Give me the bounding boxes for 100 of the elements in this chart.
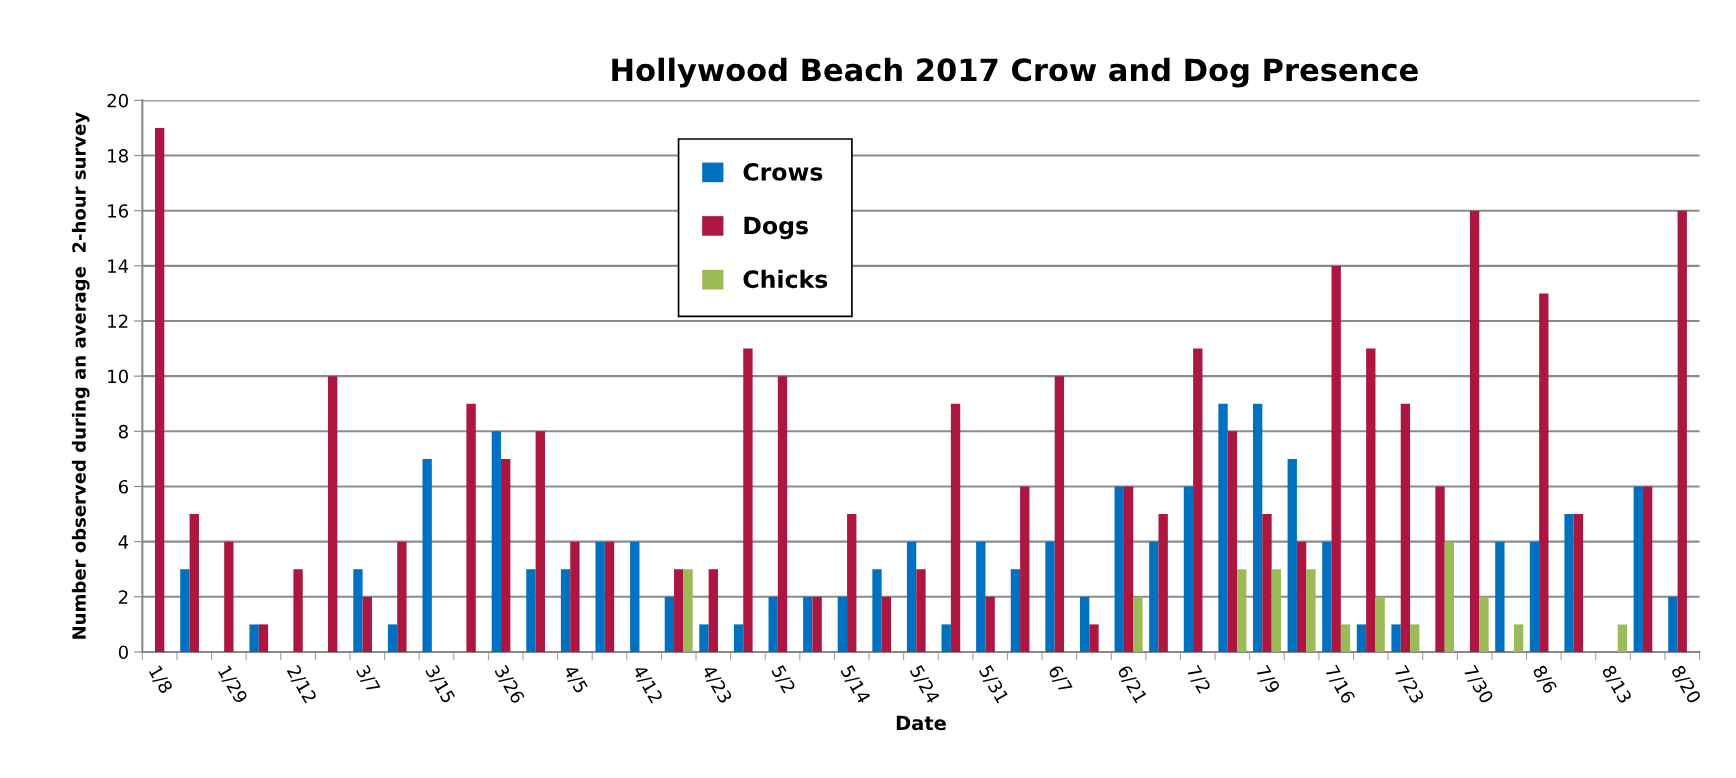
bar bbox=[595, 541, 605, 652]
bar bbox=[1479, 596, 1489, 652]
y-tick-label: 18 bbox=[108, 148, 128, 163]
bar bbox=[1020, 486, 1030, 652]
bar bbox=[293, 569, 303, 652]
bar bbox=[1133, 596, 1143, 652]
bar bbox=[743, 348, 753, 652]
bar bbox=[1252, 403, 1263, 652]
bar bbox=[1573, 514, 1584, 652]
bar bbox=[1410, 624, 1420, 652]
bar bbox=[422, 458, 432, 652]
bar bbox=[353, 569, 363, 652]
bar bbox=[812, 596, 822, 652]
y-tick-label: 14 bbox=[108, 259, 129, 273]
bar bbox=[249, 624, 259, 652]
bar bbox=[777, 376, 788, 652]
bar bbox=[1444, 541, 1455, 652]
bar bbox=[1079, 596, 1090, 652]
bar bbox=[1271, 569, 1282, 652]
bar bbox=[916, 569, 926, 652]
bar bbox=[733, 624, 744, 652]
bar bbox=[189, 514, 199, 652]
x-tick-label: 8/6 bbox=[1531, 664, 1558, 695]
y-tick-label: 20 bbox=[107, 93, 128, 108]
bar bbox=[224, 541, 234, 652]
bar bbox=[466, 403, 476, 652]
bar bbox=[1435, 486, 1445, 652]
bar bbox=[258, 624, 269, 652]
bar bbox=[1054, 376, 1065, 652]
bar bbox=[1513, 624, 1524, 652]
bar bbox=[1340, 624, 1351, 652]
bar bbox=[1158, 514, 1168, 652]
bar bbox=[1114, 486, 1124, 652]
bar bbox=[1539, 293, 1549, 652]
y-tick-label: 2 bbox=[118, 590, 128, 604]
bar bbox=[560, 569, 571, 652]
bar bbox=[1617, 624, 1628, 652]
bar bbox=[906, 541, 917, 652]
bar bbox=[328, 376, 338, 652]
bar bbox=[699, 624, 709, 652]
y-tick-label: 10 bbox=[108, 369, 128, 384]
bar bbox=[604, 541, 615, 652]
bar bbox=[950, 403, 961, 652]
bar bbox=[664, 596, 675, 652]
legend-label: Chicks bbox=[743, 269, 828, 289]
bar bbox=[526, 569, 536, 652]
bar bbox=[1400, 403, 1411, 652]
bar bbox=[1331, 265, 1341, 652]
bar bbox=[387, 624, 398, 652]
y-tick-label: 4 bbox=[118, 535, 129, 549]
bar bbox=[1306, 569, 1316, 652]
bar bbox=[674, 569, 684, 652]
bar bbox=[1564, 514, 1574, 652]
y-tick-label: 8 bbox=[118, 424, 128, 439]
bar bbox=[1183, 486, 1194, 652]
bar bbox=[683, 569, 693, 652]
bar bbox=[1633, 486, 1643, 652]
bar bbox=[1322, 541, 1332, 652]
bar bbox=[1375, 596, 1385, 652]
bar bbox=[1193, 348, 1203, 652]
bar bbox=[501, 458, 511, 652]
x-tick-label: 3/7 bbox=[354, 664, 381, 695]
x-tick-label: 6/7 bbox=[1046, 664, 1073, 695]
x-tick-label: 1/8 bbox=[147, 664, 174, 695]
chart-title: Hollywood Beach 2017 Crow and Dog Presence bbox=[612, 57, 1418, 88]
bar bbox=[1677, 210, 1687, 652]
bar bbox=[1262, 514, 1272, 652]
bar bbox=[1010, 569, 1021, 652]
bar bbox=[1237, 569, 1247, 652]
bar bbox=[1469, 210, 1480, 652]
x-tick-label: 7/2 bbox=[1185, 664, 1212, 695]
legend-label: Crows bbox=[743, 163, 823, 181]
bar bbox=[847, 514, 857, 652]
bar bbox=[1495, 541, 1505, 652]
bar bbox=[180, 569, 190, 652]
bar bbox=[1123, 486, 1134, 652]
x-tick-label: 4/5 bbox=[562, 664, 589, 695]
bar bbox=[1356, 624, 1367, 652]
bar bbox=[1529, 541, 1540, 652]
bar bbox=[941, 624, 951, 652]
x-axis-title: Date bbox=[896, 715, 946, 731]
bar bbox=[1642, 486, 1653, 652]
y-tick-label: 6 bbox=[118, 479, 129, 494]
bar bbox=[881, 596, 892, 652]
y-tick-label: 0 bbox=[118, 645, 128, 660]
bar bbox=[1391, 624, 1401, 652]
bar bbox=[1089, 624, 1099, 652]
bar bbox=[397, 541, 407, 652]
bar bbox=[1296, 541, 1307, 652]
bar bbox=[535, 431, 545, 652]
x-tick-label: 5/2 bbox=[769, 664, 796, 695]
bar bbox=[154, 127, 165, 652]
bar bbox=[708, 569, 718, 652]
bar bbox=[837, 596, 848, 652]
bar bbox=[630, 541, 640, 652]
y-tick-label: 16 bbox=[108, 204, 129, 218]
bar bbox=[1287, 458, 1297, 652]
bar bbox=[570, 541, 580, 652]
bar bbox=[1227, 431, 1238, 652]
y-axis-title: Number observed during an average 2-hour survey bbox=[71, 112, 90, 639]
